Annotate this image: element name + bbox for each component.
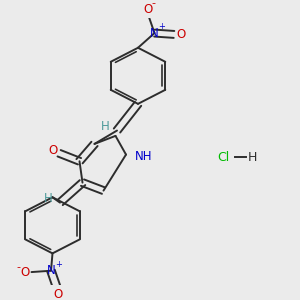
Text: O: O (54, 288, 63, 300)
Text: O: O (20, 266, 29, 279)
Text: H: H (44, 192, 53, 205)
Text: H: H (247, 151, 257, 164)
Text: +: + (159, 22, 165, 31)
Text: -: - (152, 0, 156, 8)
Text: N: N (150, 27, 159, 40)
Text: N: N (46, 264, 56, 277)
Text: H: H (101, 120, 110, 133)
Text: Cl: Cl (218, 151, 230, 164)
Text: NH: NH (134, 150, 152, 163)
Text: -: - (17, 262, 21, 272)
Text: O: O (48, 144, 57, 157)
Text: O: O (144, 3, 153, 16)
Text: O: O (176, 28, 185, 41)
Text: +: + (55, 260, 62, 269)
